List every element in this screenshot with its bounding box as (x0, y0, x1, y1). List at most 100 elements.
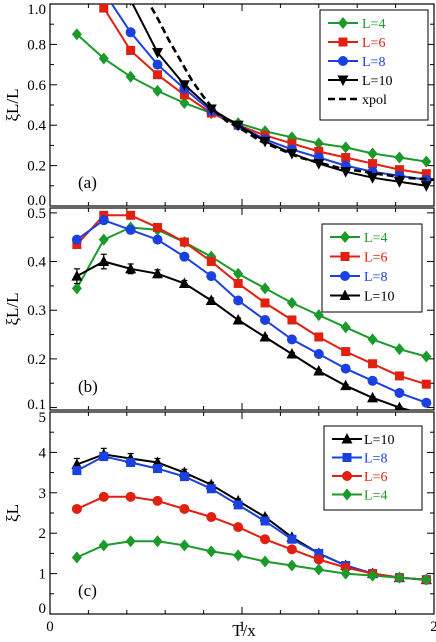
legend-marker (338, 56, 348, 66)
data-point (233, 522, 244, 533)
data-point (259, 330, 271, 342)
data-point (394, 165, 404, 175)
legend-label: L=10 (362, 74, 392, 89)
data-point (125, 27, 136, 38)
y-tick-label: 0.1 (27, 397, 46, 413)
legend-marker (339, 289, 351, 300)
data-point (179, 503, 190, 514)
y-tick-label: 0.6 (27, 78, 46, 94)
legend-label: L=6 (364, 251, 387, 266)
data-point (367, 375, 378, 386)
y-tick-label: 0.8 (27, 37, 46, 53)
data-point (260, 282, 271, 295)
data-point (367, 147, 378, 160)
data-point (421, 379, 431, 389)
legend-marker (342, 453, 352, 462)
data-point (394, 387, 405, 398)
data-point (287, 534, 297, 544)
data-point (286, 544, 297, 555)
data-point (98, 233, 109, 246)
y-tick-label: 0.4 (27, 118, 46, 134)
y-axis-title: ξL/L (3, 88, 22, 121)
data-point (314, 332, 324, 342)
legend-marker (340, 252, 350, 261)
data-point (71, 28, 82, 41)
legend-marker (341, 433, 353, 444)
data-point (179, 90, 189, 100)
data-point (340, 363, 351, 374)
data-point (287, 138, 297, 148)
data-point (313, 137, 324, 150)
data-point (260, 314, 271, 325)
data-point (152, 495, 163, 506)
data-point (233, 549, 244, 562)
data-point (233, 500, 243, 510)
data-point (152, 535, 163, 548)
data-point (206, 484, 216, 494)
data-point (125, 262, 137, 274)
data-point (260, 298, 270, 308)
legend: L=4 L=6 L=8 L=10 (321, 223, 423, 313)
legend-label: L=4 (364, 489, 387, 504)
legend-box (321, 223, 423, 313)
data-point (152, 234, 163, 245)
legend-label: L=10 (364, 433, 394, 448)
data-point (71, 234, 82, 245)
series-group (71, 4, 434, 192)
y-axis-title: ξL (3, 504, 22, 522)
series-group (71, 210, 432, 410)
data-point (340, 321, 351, 334)
data-point (313, 365, 325, 376)
data-point (313, 554, 324, 565)
series-line (131, 4, 427, 187)
panel-label: (b) (78, 377, 98, 396)
data-point (125, 70, 136, 83)
data-point (179, 539, 190, 552)
data-point (368, 359, 378, 369)
data-point (394, 151, 405, 164)
data-point (98, 215, 109, 226)
data-point (340, 567, 351, 580)
data-point (314, 548, 324, 558)
data-point (394, 343, 405, 356)
data-point (71, 551, 82, 564)
y-tick-label: 3 (39, 486, 47, 502)
series-l-8 (71, 215, 432, 408)
data-point (395, 401, 404, 410)
series-line (147, 4, 434, 181)
y-tick-label: 1 (39, 567, 47, 583)
data-point (126, 210, 136, 220)
panel-label: (c) (78, 581, 97, 600)
y-tick-label: 0.3 (27, 303, 46, 319)
data-point (260, 516, 270, 526)
data-point (340, 379, 352, 391)
x-tick-label: 1 (238, 619, 246, 635)
data-point (421, 573, 432, 586)
data-point (286, 348, 298, 359)
data-point (233, 295, 244, 306)
data-point (393, 177, 405, 188)
y-tick-label: 5 (39, 410, 47, 426)
data-point (340, 562, 351, 573)
data-point (125, 224, 136, 235)
panel-b: 0.1 0.2 0.3 0.4 0.5 ξL/L (b) L=4 L=6 L=8 L=10 (3, 206, 435, 413)
data-point (421, 397, 432, 408)
data-point (205, 104, 217, 116)
data-point (98, 255, 110, 267)
data-point (286, 559, 297, 572)
legend-marker (342, 471, 352, 481)
legend-marker (340, 271, 350, 281)
data-point (367, 173, 379, 184)
data-point (286, 334, 297, 345)
data-point (313, 309, 324, 322)
data-point (260, 555, 271, 568)
legend-label: xpol (362, 93, 387, 108)
data-point (129, 4, 132, 6)
data-point (420, 181, 432, 192)
panel-a: 0.0 0.2 0.4 0.6 0.8 1.0 ξL/L (a) L=4 L=6 L=8 L=10 xp… (3, 2, 435, 209)
y-tick-label: 0.5 (27, 206, 46, 222)
data-point (98, 491, 109, 502)
data-point (367, 391, 379, 403)
series-l-4 (71, 535, 432, 586)
